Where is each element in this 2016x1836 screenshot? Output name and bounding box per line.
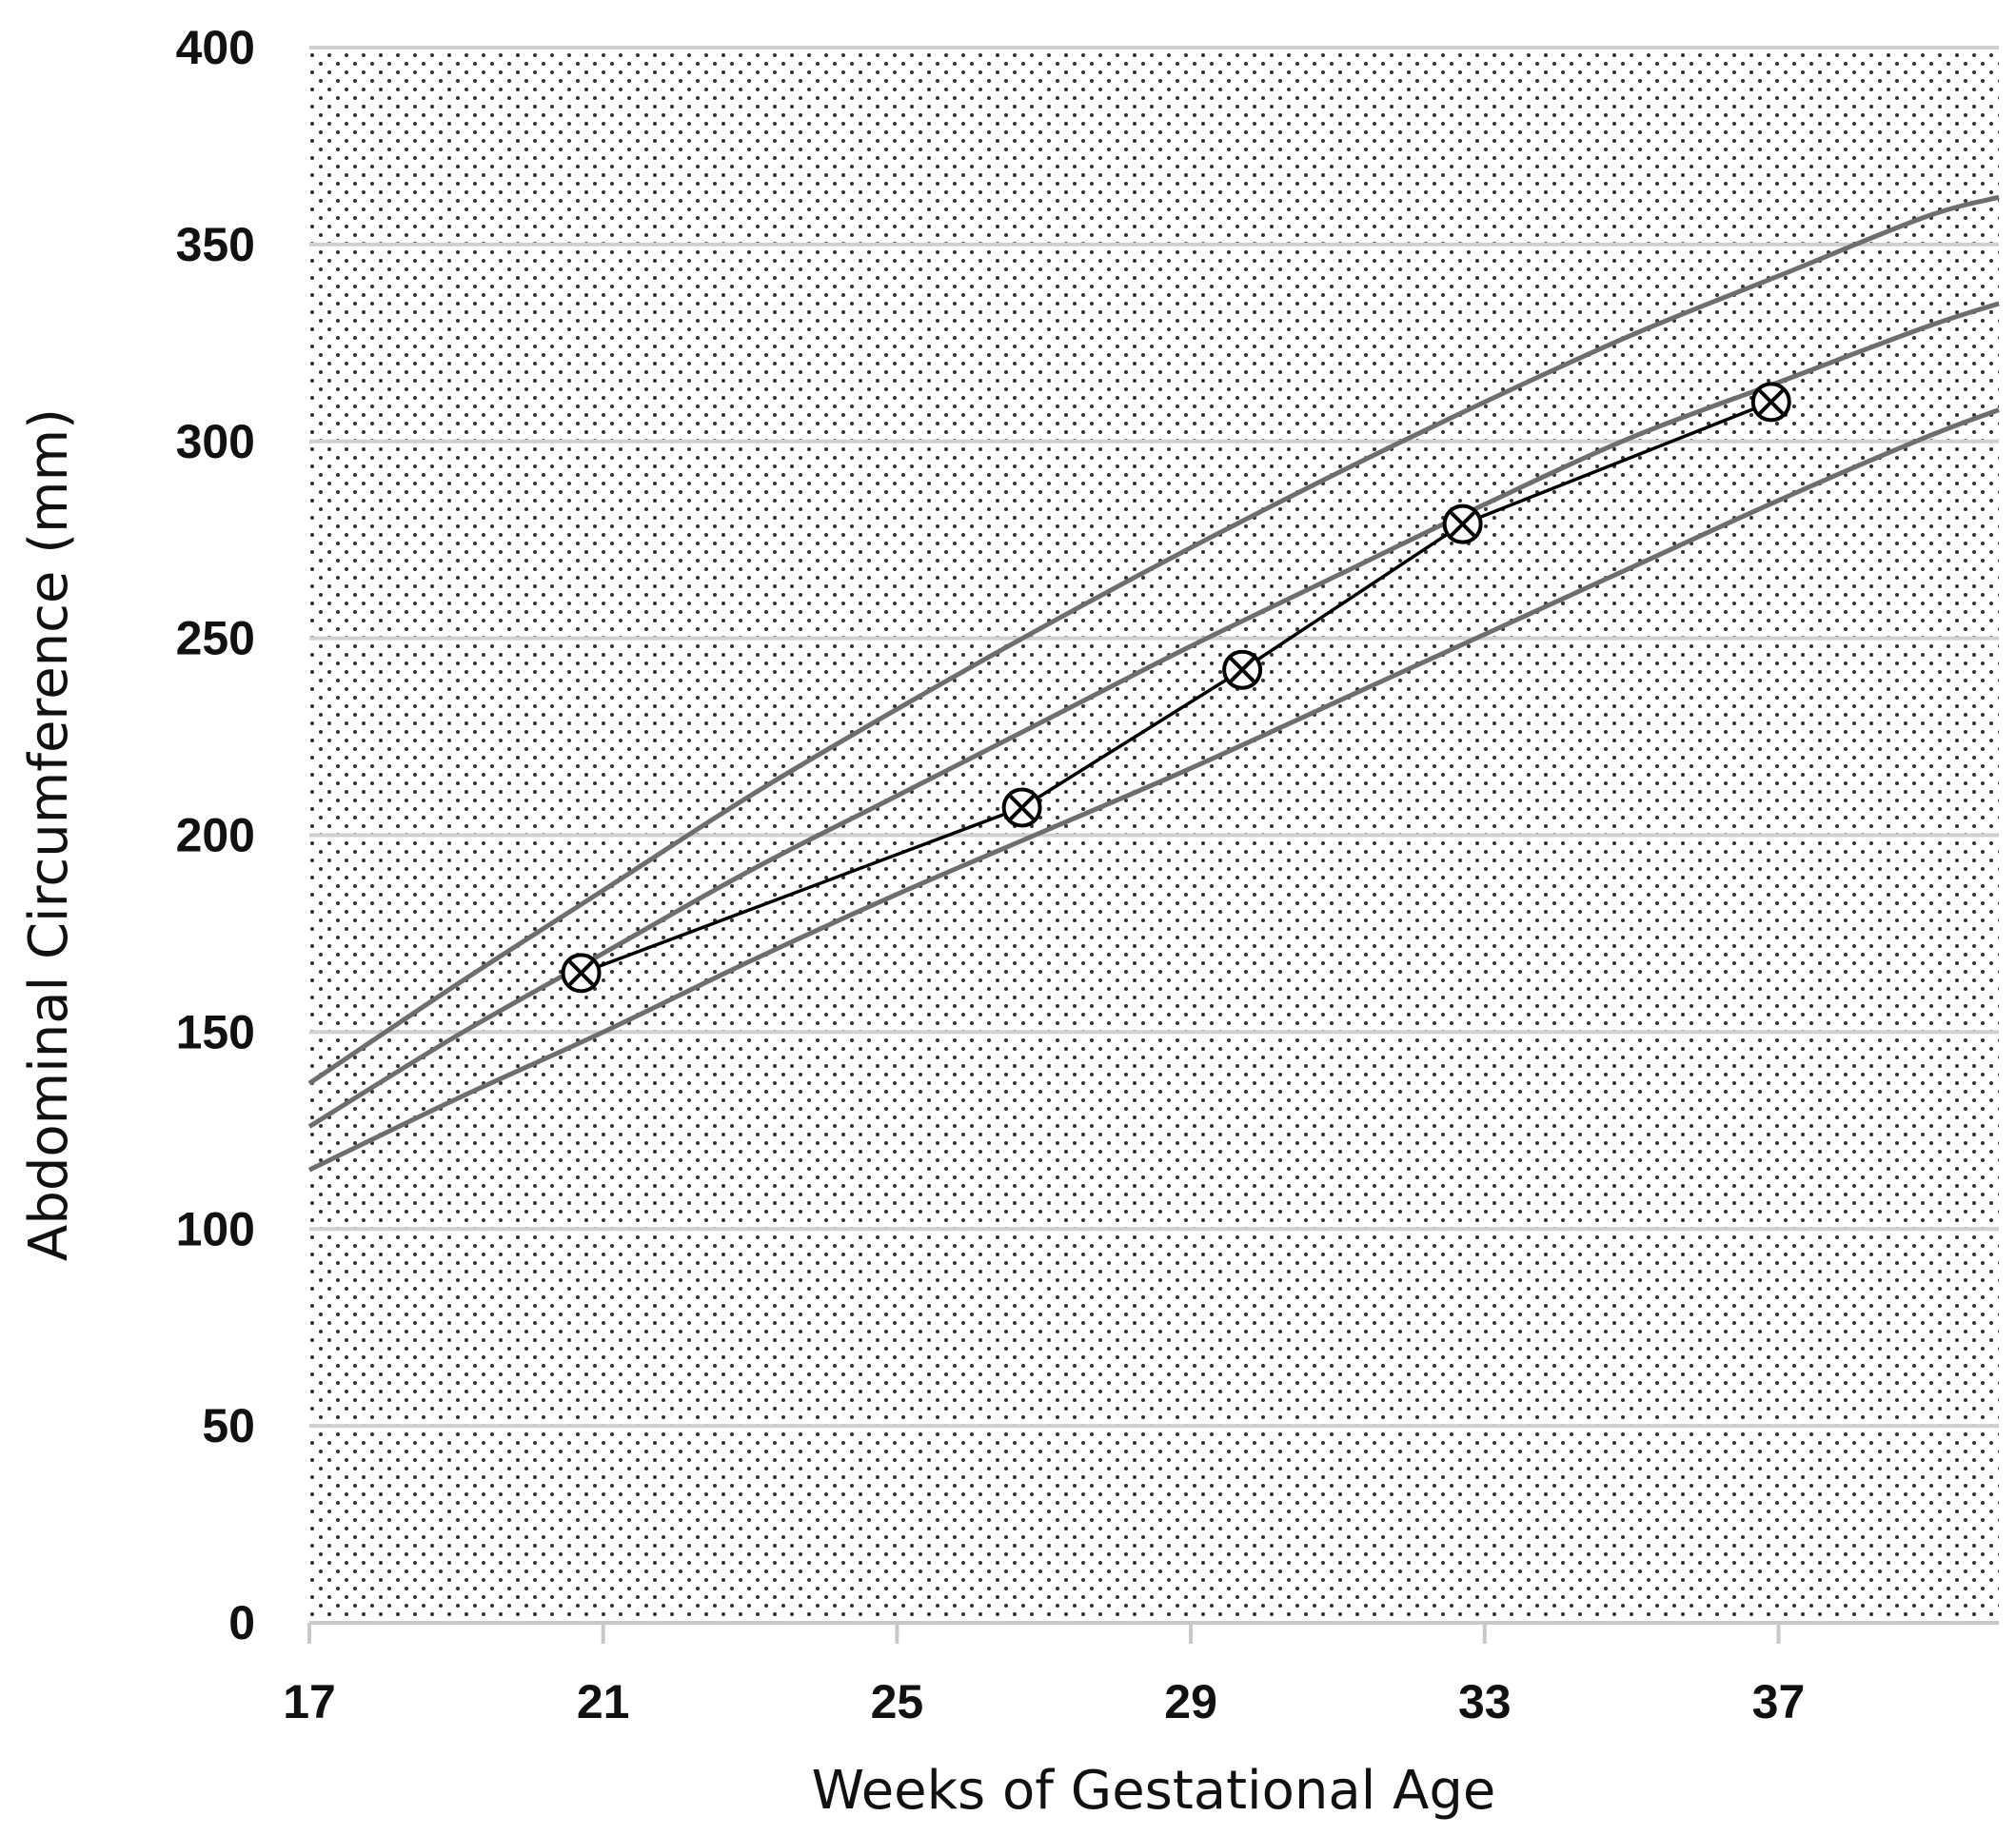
y-tick-label-150: 150 — [176, 1005, 255, 1058]
marker-cross-b — [1229, 657, 1255, 683]
x-axis-title: Weeks of Gestational Age — [812, 1760, 1496, 1822]
reference-curve-1 — [307, 194, 2000, 1086]
measurement-marker-4 — [1442, 503, 1483, 544]
y-tick-label-0: 0 — [228, 1596, 255, 1649]
marker-cross-b — [568, 959, 594, 986]
x-tick-label-25: 25 — [871, 1675, 924, 1728]
y-tick-label-50: 50 — [202, 1399, 255, 1452]
y-tick-label-400: 400 — [176, 21, 255, 74]
measurement-marker-3 — [1222, 649, 1263, 690]
reference-curve-3 — [307, 407, 2000, 1173]
marker-cross-b — [1758, 388, 1785, 415]
gridlines — [309, 46, 1999, 1429]
y-axis-title: Abdominal Circumference (mm) — [18, 408, 80, 1261]
x-tick-label-29: 29 — [1164, 1675, 1217, 1728]
axes — [307, 1621, 1999, 1644]
tick-labels: 0 50 100 150 200 250 300 350 400 17 21 25 29 33 37 — [176, 21, 1806, 1728]
reference-curve-2 — [307, 301, 2000, 1129]
x-tick-label-33: 33 — [1458, 1675, 1512, 1728]
measurement-marker-1 — [561, 953, 602, 994]
y-tick-label-350: 350 — [176, 218, 255, 271]
marker-cross-b — [1009, 795, 1036, 820]
y-tick-label-300: 300 — [176, 415, 255, 468]
reference-curves — [307, 194, 2000, 1173]
x-tick-label-17: 17 — [283, 1675, 336, 1728]
measurement-series — [561, 382, 1791, 994]
marker-cross-b — [1450, 511, 1476, 538]
y-tick-label-100: 100 — [176, 1202, 255, 1255]
y-tick-label-200: 200 — [176, 809, 255, 862]
y-tick-label-250: 250 — [176, 612, 255, 665]
x-tick-label-37: 37 — [1752, 1675, 1806, 1728]
measurement-marker-5 — [1750, 382, 1791, 423]
x-tick-label-21: 21 — [577, 1675, 630, 1728]
measurement-marker-2 — [1001, 787, 1042, 828]
